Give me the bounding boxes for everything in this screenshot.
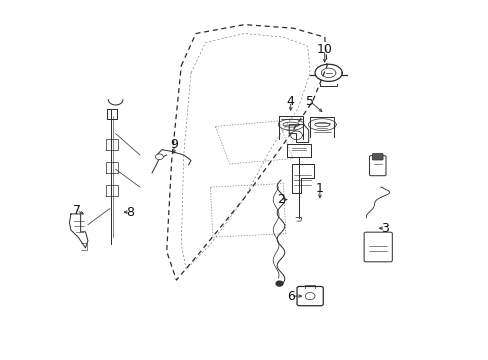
Circle shape: [305, 293, 314, 300]
Text: 1: 1: [315, 183, 323, 195]
Text: 6: 6: [286, 289, 294, 303]
FancyBboxPatch shape: [369, 156, 385, 176]
Text: 2: 2: [277, 193, 285, 206]
Text: 8: 8: [126, 206, 134, 219]
Text: 10: 10: [316, 43, 332, 56]
Text: 5: 5: [305, 95, 313, 108]
FancyBboxPatch shape: [372, 154, 382, 160]
Circle shape: [155, 154, 163, 159]
Text: 7: 7: [73, 204, 81, 217]
Text: 3: 3: [381, 222, 388, 235]
FancyBboxPatch shape: [296, 287, 323, 306]
Circle shape: [276, 281, 283, 286]
Text: 4: 4: [286, 95, 294, 108]
FancyBboxPatch shape: [364, 232, 391, 262]
Text: 9: 9: [170, 138, 178, 151]
